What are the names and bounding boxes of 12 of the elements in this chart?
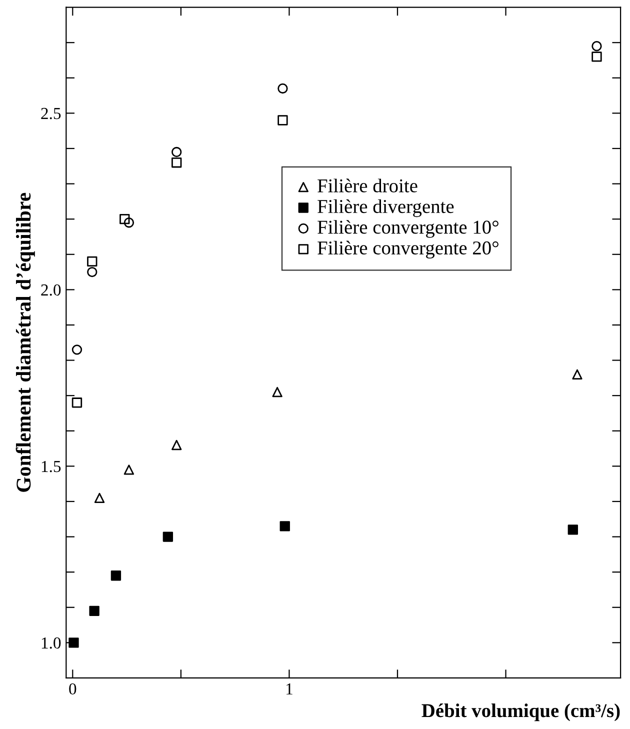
x-tick-label: 0	[69, 683, 76, 695]
legend-label: Filière convergente 20°	[318, 240, 498, 259]
y-tick-label: 2.0	[41, 284, 61, 296]
x-tick-label: 1	[286, 683, 292, 694]
legend-label: Filière convergente 10°	[318, 220, 498, 238]
x-axis-title: Débit volumique (cm³/s)	[422, 704, 620, 722]
y-tick-label: 2.5	[41, 108, 61, 120]
legend-label: Filière droite	[318, 178, 418, 192]
y-tick-label: 1.0	[42, 637, 61, 649]
y-tick-label: 1.5	[42, 460, 61, 472]
y-axis-title: Gonflement diamétral d’équilibre	[16, 192, 35, 492]
legend-label: Filière divergente	[318, 199, 454, 218]
